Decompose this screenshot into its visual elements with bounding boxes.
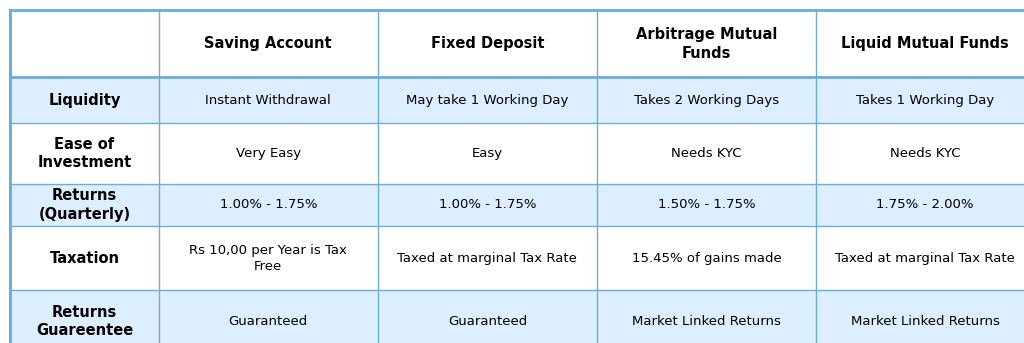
Text: Taxation: Taxation xyxy=(49,251,120,265)
Bar xyxy=(10,10,159,77)
Bar xyxy=(378,226,597,290)
Text: Taxed at marginal Tax Rate: Taxed at marginal Tax Rate xyxy=(397,252,578,264)
Text: Takes 2 Working Days: Takes 2 Working Days xyxy=(634,94,779,107)
Text: Rs 10,00 per Year is Tax
Free: Rs 10,00 per Year is Tax Free xyxy=(189,244,347,273)
Text: Market Linked Returns: Market Linked Returns xyxy=(632,315,781,328)
Text: Guaranteed: Guaranteed xyxy=(447,315,527,328)
Text: Ease of
Investment: Ease of Investment xyxy=(37,137,132,170)
Bar xyxy=(597,184,816,226)
Bar xyxy=(816,184,1024,226)
Bar xyxy=(816,123,1024,184)
Text: Very Easy: Very Easy xyxy=(236,147,301,160)
Bar xyxy=(816,77,1024,123)
Bar xyxy=(378,184,597,226)
Bar xyxy=(159,77,378,123)
Text: Returns
Guareentee: Returns Guareentee xyxy=(36,305,133,338)
Text: Takes 1 Working Day: Takes 1 Working Day xyxy=(856,94,994,107)
Bar xyxy=(378,123,597,184)
Bar xyxy=(378,77,597,123)
Text: 15.45% of gains made: 15.45% of gains made xyxy=(632,252,781,264)
Bar xyxy=(159,290,378,343)
Bar xyxy=(378,10,597,77)
Bar xyxy=(159,226,378,290)
Text: Taxed at marginal Tax Rate: Taxed at marginal Tax Rate xyxy=(836,252,1015,264)
Text: Market Linked Returns: Market Linked Returns xyxy=(851,315,999,328)
Text: Easy: Easy xyxy=(472,147,503,160)
Text: 1.75% - 2.00%: 1.75% - 2.00% xyxy=(877,199,974,211)
Bar xyxy=(597,226,816,290)
Text: Liquid Mutual Funds: Liquid Mutual Funds xyxy=(842,36,1009,51)
Text: Needs KYC: Needs KYC xyxy=(890,147,961,160)
Bar xyxy=(159,184,378,226)
Text: Guaranteed: Guaranteed xyxy=(228,315,308,328)
Bar xyxy=(816,10,1024,77)
Text: May take 1 Working Day: May take 1 Working Day xyxy=(407,94,568,107)
Bar xyxy=(597,77,816,123)
Bar xyxy=(816,290,1024,343)
Text: Saving Account: Saving Account xyxy=(205,36,332,51)
Text: Liquidity: Liquidity xyxy=(48,93,121,108)
Bar xyxy=(597,290,816,343)
Text: Needs KYC: Needs KYC xyxy=(672,147,741,160)
Bar xyxy=(378,290,597,343)
Bar xyxy=(10,123,159,184)
Text: 1.50% - 1.75%: 1.50% - 1.75% xyxy=(657,199,756,211)
Bar xyxy=(10,226,159,290)
Bar xyxy=(597,10,816,77)
Bar xyxy=(816,226,1024,290)
Bar xyxy=(10,77,159,123)
Bar xyxy=(597,123,816,184)
Bar xyxy=(159,10,378,77)
Text: Fixed Deposit: Fixed Deposit xyxy=(431,36,544,51)
Text: Instant Withdrawal: Instant Withdrawal xyxy=(206,94,331,107)
Text: 1.00% - 1.75%: 1.00% - 1.75% xyxy=(438,199,537,211)
Text: Arbitrage Mutual
Funds: Arbitrage Mutual Funds xyxy=(636,27,777,60)
Text: 1.00% - 1.75%: 1.00% - 1.75% xyxy=(219,199,317,211)
Text: Returns
(Quarterly): Returns (Quarterly) xyxy=(39,188,130,222)
Bar xyxy=(159,123,378,184)
Bar xyxy=(10,184,159,226)
Bar xyxy=(10,290,159,343)
